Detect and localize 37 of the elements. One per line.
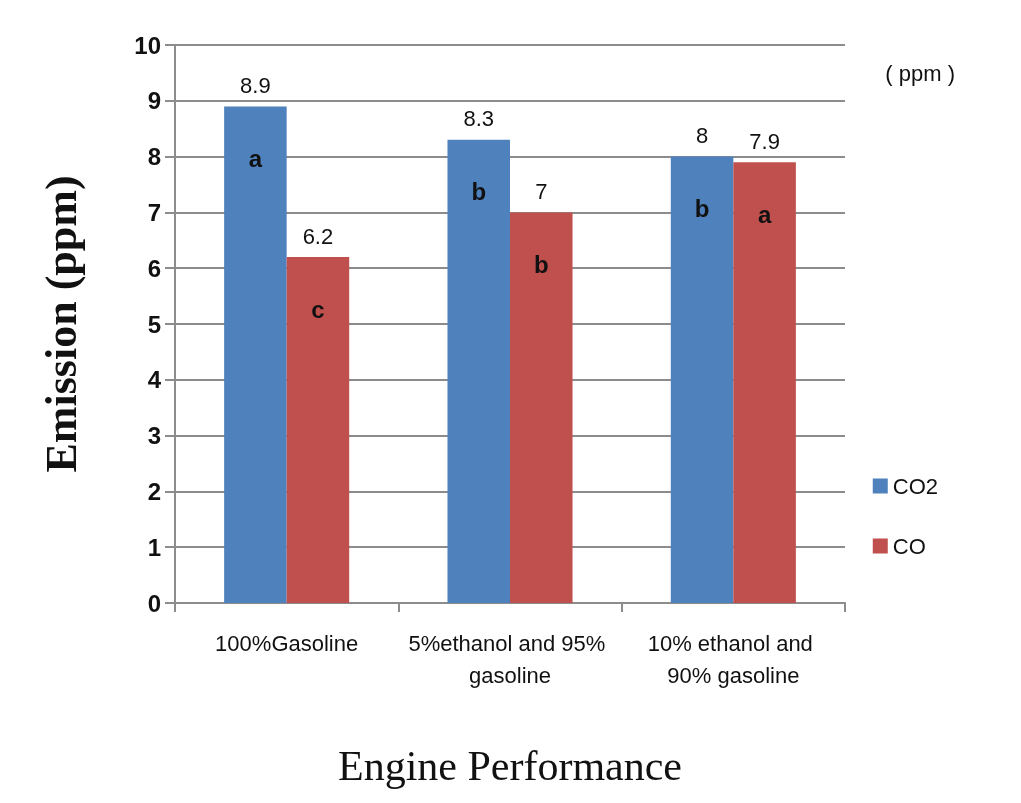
data-label: 8.9: [240, 72, 271, 98]
y-tick-label: 6: [147, 254, 161, 282]
bar: [510, 212, 573, 603]
bar: [286, 257, 350, 603]
y-tick-label: 2: [147, 477, 161, 505]
text: ( ppm ): [885, 60, 956, 86]
annotation: a: [757, 200, 772, 228]
legend-label: CO2: [892, 473, 939, 499]
y-axis-title: Emission (ppm): [36, 175, 86, 473]
annotation: b: [694, 195, 710, 223]
x-axis-title: Engine Performance: [337, 743, 683, 789]
y-tick-label: 8: [147, 143, 161, 171]
annotation: b: [471, 178, 487, 206]
y-tick-label: 0: [147, 589, 161, 617]
bar: [670, 156, 734, 603]
y-tick-label: 1: [147, 533, 161, 561]
y-tick-label: 9: [147, 87, 161, 115]
annotation: c: [311, 295, 325, 323]
y-tick-label: 7: [147, 198, 161, 226]
legend-label: CO: [892, 533, 926, 559]
y-tick-label: 10: [134, 31, 161, 59]
x-tick-label: 10% ethanol and 90% gasoline: [647, 630, 819, 688]
bar: [224, 106, 287, 603]
annotation: b: [533, 250, 549, 278]
data-label: 8: [695, 123, 709, 149]
data-label: 7: [535, 178, 548, 204]
data-label: 8.3: [463, 106, 495, 132]
annotation: a: [248, 144, 263, 172]
y-tick-label: 5: [147, 310, 161, 338]
x-tick-label: 100%Gasoline: [215, 630, 359, 656]
data-label: 7.9: [749, 128, 780, 154]
bar: [447, 139, 510, 603]
data-label: 6.2: [302, 223, 334, 249]
y-tick-label: 4: [147, 366, 162, 394]
y-tick-label: 3: [147, 422, 161, 450]
bar: [733, 162, 796, 603]
x-tick-label: 5%ethanol and 95% gasoline: [408, 630, 612, 688]
